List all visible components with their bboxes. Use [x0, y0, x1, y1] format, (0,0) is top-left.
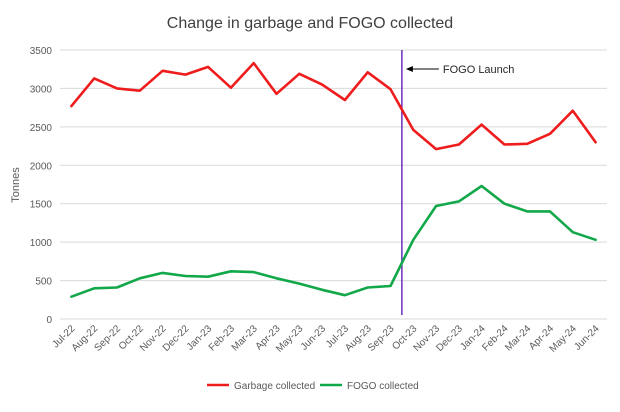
series-line-garbage: [70, 61, 597, 151]
y-tick-label: 0: [46, 315, 52, 326]
x-tick-label: Sep-22: [93, 323, 124, 354]
legend: Garbage collected FOGO collected: [207, 381, 419, 392]
y-tick-label: 2500: [30, 123, 53, 134]
annotation-group: FOGO Launch: [401, 50, 515, 315]
x-tick-label: Dec-23: [434, 323, 465, 354]
y-tick-label: 1500: [30, 200, 53, 211]
x-tick-label: Jun-24: [572, 323, 602, 353]
x-tick-labels: Jul-22Aug-22Sep-22Oct-22Nov-22Dec-22Jan-…: [50, 323, 602, 355]
y-tick-labels: 0 500 1000 1500 2000 2500 3000 3500: [30, 46, 53, 326]
y-tick-label: 500: [35, 277, 52, 288]
y-tick-label: 2000: [30, 161, 53, 172]
annotation-label: FOGO Launch: [443, 64, 515, 76]
chart-title: Change in garbage and FOGO collected: [167, 15, 453, 32]
legend-label: FOGO collected: [347, 381, 419, 392]
y-tick-label: 3000: [30, 84, 53, 95]
series-line-fogo: [70, 184, 597, 299]
x-tick-label: Jun-23: [299, 323, 329, 353]
x-tick-label: Dec-22: [161, 323, 192, 354]
legend-label: Garbage collected: [234, 381, 315, 392]
gridlines: [60, 49, 607, 320]
x-tick-label: Mar-23: [230, 323, 260, 353]
y-axis-label: Tonnes: [10, 167, 22, 203]
x-tick-label: Mar-24: [503, 323, 533, 353]
y-tick-label: 3500: [30, 46, 53, 57]
series-lines: [70, 61, 597, 299]
annotation-arrowhead: [405, 66, 413, 72]
y-tick-label: 1000: [30, 238, 53, 249]
x-tick-label: Sep-23: [366, 323, 397, 354]
